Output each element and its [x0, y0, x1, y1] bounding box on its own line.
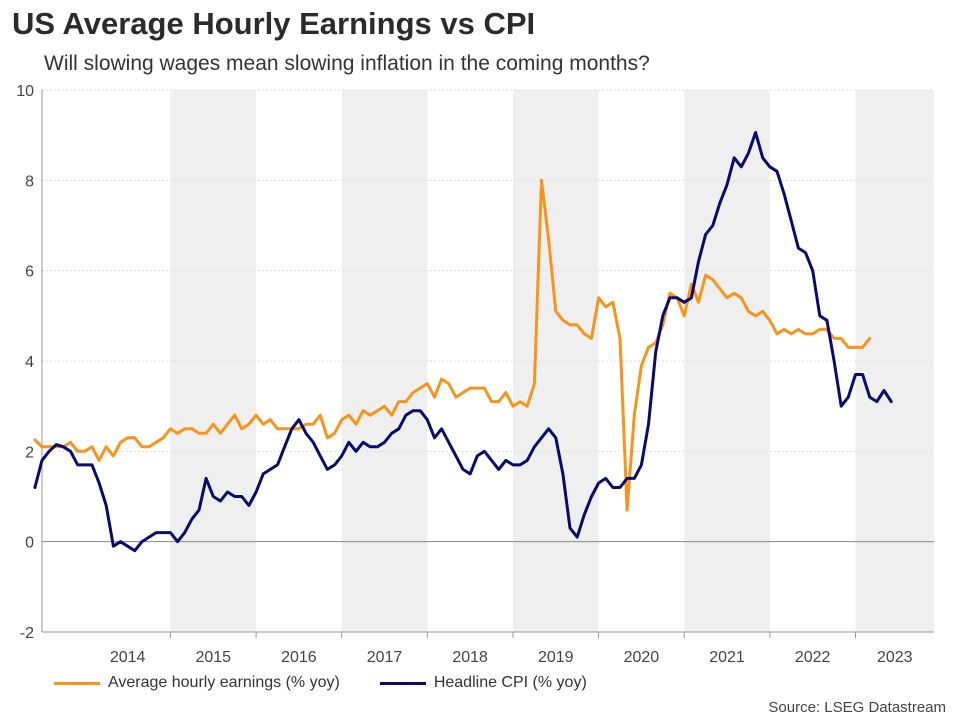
series-lines: [33, 131, 893, 553]
x-tick-label-2016: 2016: [281, 649, 317, 666]
x-tick-label-2014: 2014: [110, 649, 146, 666]
y-tick-label: 10: [16, 83, 34, 100]
x-tick-label-2018: 2018: [452, 649, 488, 666]
y-tick-label: 2: [25, 444, 34, 461]
legend: Average hourly earnings (% yoy) Headline…: [54, 674, 627, 692]
y-axis-ticks: -2 0 2 4 6 8 10: [16, 83, 34, 642]
legend-item-earnings: Average hourly earnings (% yoy): [54, 674, 340, 692]
x-tick-label-2019: 2019: [538, 649, 574, 666]
gridlines: [42, 89, 934, 543]
legend-label-earnings: Average hourly earnings (% yoy): [108, 674, 340, 691]
legend-swatch-earnings: [54, 681, 100, 685]
x-tick-label-2021: 2021: [709, 649, 745, 666]
x-tick-label-2022: 2022: [795, 649, 831, 666]
chart-title: US Average Hourly Earnings vs CPI: [12, 6, 536, 41]
source-note: Source: LSEG Datastream: [768, 699, 946, 716]
y-tick-label: -2: [20, 625, 34, 642]
axes: [41, 90, 934, 633]
chart-subtitle: Will slowing wages mean slowing inflatio…: [44, 52, 650, 75]
x-tick-label-2015: 2015: [195, 649, 231, 666]
legend-item-cpi: Headline CPI (% yoy): [379, 674, 587, 692]
earnings-series-line: [33, 178, 872, 512]
x-tick-label-2017: 2017: [367, 649, 403, 666]
x-axis-ticks: 2014 2015 2016 2017 2018 2019 2020 2021 2022 2023: [110, 632, 913, 666]
x-tick-label-2020: 2020: [624, 649, 660, 666]
y-tick-label: 4: [25, 354, 34, 371]
legend-swatch-cpi: [379, 681, 426, 685]
cpi-series-line: [33, 131, 893, 553]
y-tick-label: 6: [25, 264, 34, 281]
y-tick-label: 8: [25, 173, 34, 190]
x-tick-label-2023: 2023: [877, 649, 913, 666]
y-tick-label: 0: [25, 535, 34, 552]
legend-label-cpi: Headline CPI (% yoy): [433, 674, 587, 691]
